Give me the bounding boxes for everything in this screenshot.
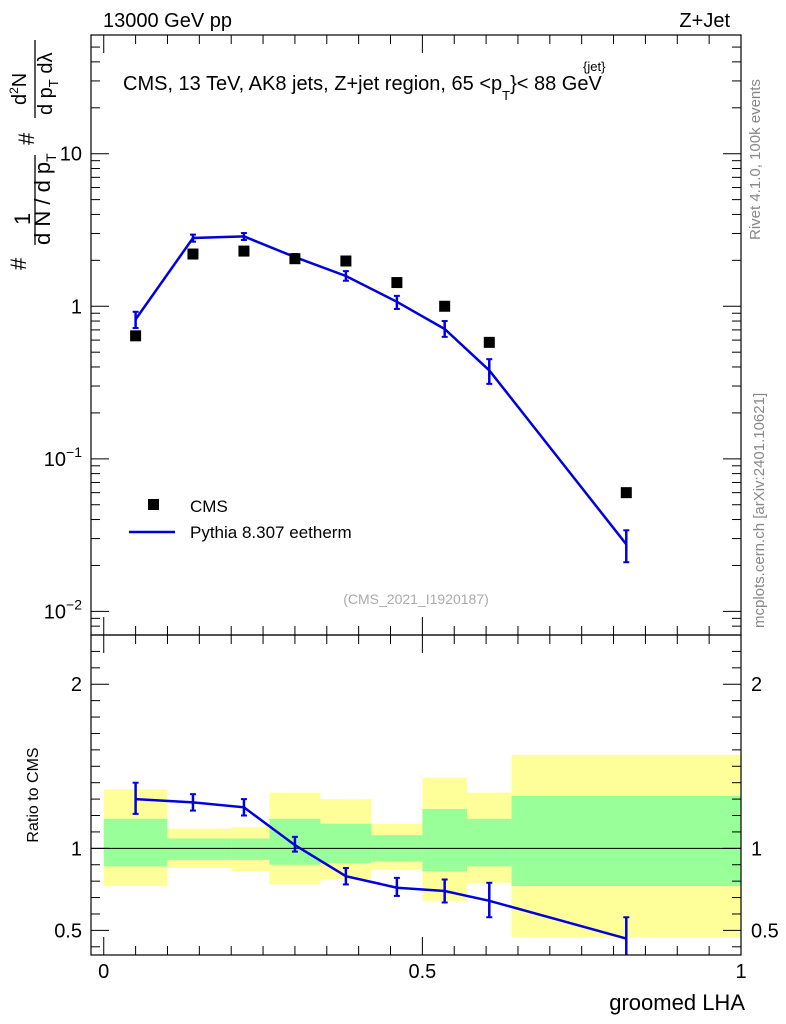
legend-mc-label: Pythia 8.307 eetherm — [190, 523, 352, 542]
ratio-ytick-label-right: 1 — [751, 838, 762, 860]
ratio-ytick-label-left: 0.5 — [54, 920, 82, 942]
legend-cms-label: CMS — [190, 497, 228, 516]
main-ytick-label: 10−2 — [44, 596, 82, 623]
ratio-band-inner — [320, 823, 372, 864]
cms-data-point — [483, 336, 495, 348]
cms-data-point — [289, 253, 301, 265]
ratio-band-inner — [103, 818, 168, 867]
ylabel-hash-2: # — [14, 132, 39, 145]
cms-data-point — [187, 248, 199, 260]
cms-data-point — [130, 330, 142, 342]
ratio-plot: 0.5 0.51 12 20 0.5 1 Ratio to CMS groomed LHA — [25, 634, 779, 1015]
ylabel-d2N: d2N — [7, 73, 31, 105]
ratio-band-inner — [422, 808, 467, 872]
cms-data-point — [439, 300, 451, 312]
ratio-ytick-label-right: 2 — [751, 674, 762, 696]
ratio-y-label: Ratio to CMS — [25, 747, 42, 842]
xtick-label: 0 — [98, 961, 109, 983]
cms-data-point — [620, 487, 632, 499]
ratio-band-inner — [231, 838, 270, 860]
ratio-frame — [90, 634, 742, 956]
legend-cms-marker — [148, 499, 159, 510]
cms-data-point — [238, 245, 250, 257]
main-plot: 10−2 10−1 1 10 CMS, 13 TeV, AK8 jets, Z+jet… — [6, 34, 742, 636]
cms-data-point — [391, 277, 403, 289]
ratio-ytick-label-left: 2 — [71, 674, 82, 696]
main-y-axis-label: # 1 d N / d pT # d2N d pT dλ — [6, 40, 61, 270]
ratio-ytick-label-left: 1 — [71, 838, 82, 860]
main-ytick-label: 10 — [60, 144, 82, 166]
main-ytick-label: 1 — [71, 296, 82, 318]
main-ytick-label: 10−1 — [44, 444, 82, 471]
ratio-ytick-label-right: 0.5 — [751, 920, 779, 942]
xtick-label: 1 — [735, 961, 746, 983]
x-axis-label: groomed LHA — [609, 990, 745, 1015]
plot-title: CMS, 13 TeV, AK8 jets, Z+jet region, 65 … — [123, 73, 602, 103]
ylabel-hash-1: # — [6, 257, 31, 270]
ylabel-dN-dpt: d N / d pT — [30, 153, 59, 245]
ylabel-one: 1 — [10, 213, 35, 225]
ratio-band-inner — [466, 818, 512, 867]
ratio-band-inner — [511, 795, 741, 887]
analysis-tag: (CMS_2021_I1920187) — [343, 591, 489, 607]
xtick-label: 0.5 — [408, 961, 436, 983]
cms-data-point — [340, 255, 352, 267]
ratio-band-inner — [167, 838, 232, 860]
plot-title-superscript: {jet} — [583, 59, 606, 74]
mcplots-label: mcplots.cern.ch [arXiv:2401.10621] — [751, 393, 768, 628]
header-left: 13000 GeV pp — [103, 10, 232, 32]
rivet-label: Rivet 4.1.0, 100k events — [747, 79, 764, 240]
legend: CMS Pythia 8.307 eetherm — [129, 497, 352, 542]
ylabel-dpt-dlambda: d pT dλ — [35, 53, 61, 115]
main-frame — [90, 34, 742, 636]
header-right: Z+Jet — [679, 10, 730, 32]
